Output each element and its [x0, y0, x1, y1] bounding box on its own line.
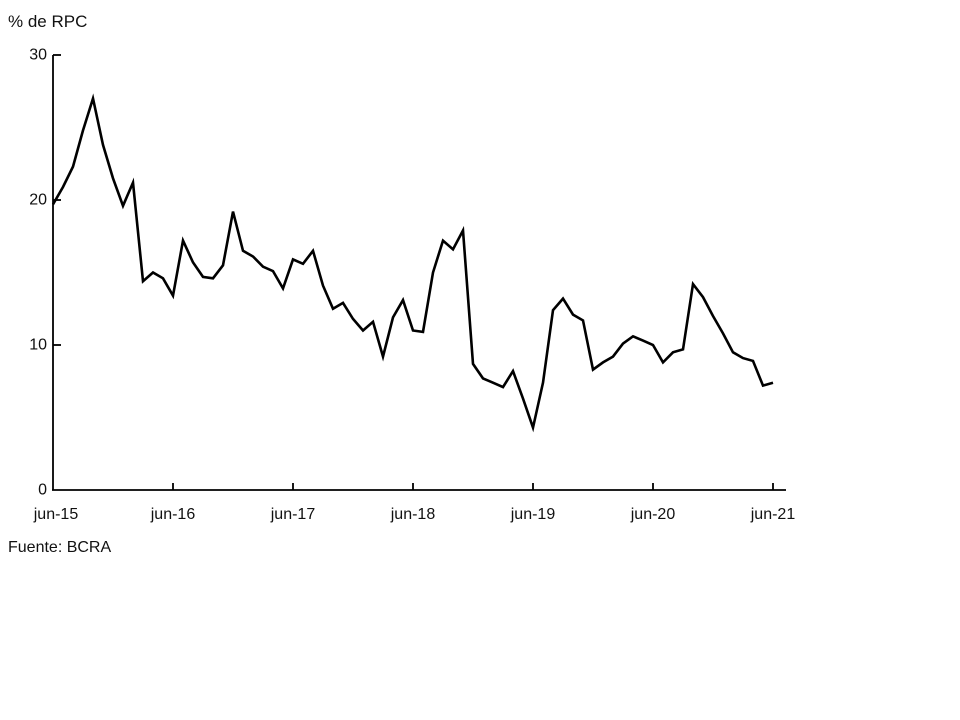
x-tick-label: jun-15 — [33, 506, 79, 523]
x-tick-label: jun-18 — [390, 506, 436, 523]
x-tick-label: jun-17 — [270, 506, 316, 523]
y-tick-label: 20 — [29, 192, 47, 209]
x-tick-label: jun-20 — [630, 506, 676, 523]
chart-title: % de RPC — [8, 12, 88, 31]
series-line — [51, 93, 774, 433]
axes: 0 10 20 30 jun-15 jun-16 jun-17 jun-18 jun-19 jun… — [29, 47, 795, 524]
y-tick-label: 0 — [38, 482, 47, 499]
x-tick-label: jun-16 — [150, 506, 196, 523]
x-tick-label: jun-19 — [510, 506, 556, 523]
y-tick-label: 30 — [29, 47, 47, 64]
y-tick-label: 10 — [29, 337, 47, 354]
source-note: Fuente: BCRA — [8, 539, 112, 556]
x-tick-label: jun-21 — [750, 506, 796, 523]
